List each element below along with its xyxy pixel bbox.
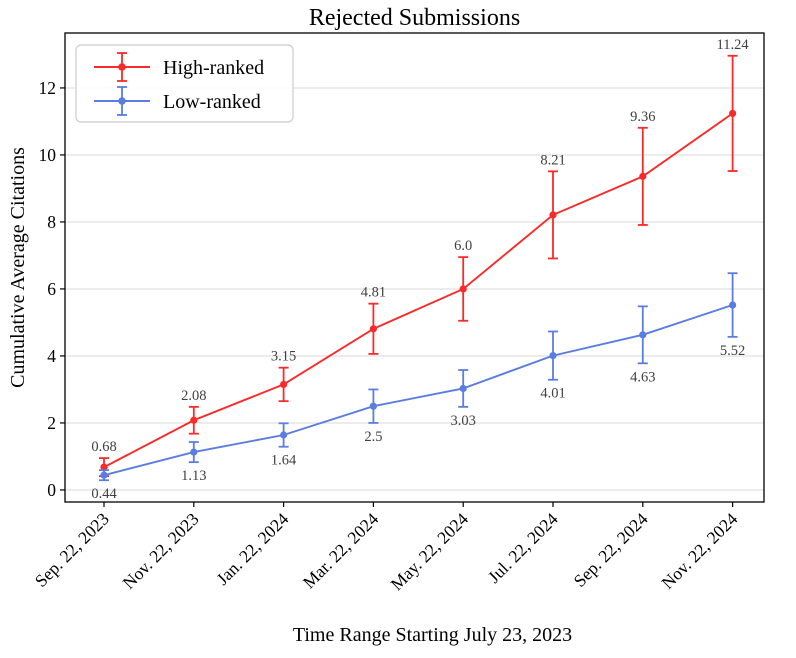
data-label: 5.52	[720, 343, 745, 359]
data-point	[100, 463, 108, 471]
data-point	[190, 416, 198, 424]
data-label: 2.5	[364, 429, 382, 445]
data-label: 6.0	[454, 238, 472, 254]
data-label: 1.13	[181, 468, 206, 484]
data-point	[459, 384, 467, 393]
data-point	[280, 431, 288, 439]
data-label: 2.08	[181, 388, 206, 404]
data-point	[369, 325, 377, 333]
data-point	[639, 331, 647, 339]
data-point	[100, 471, 108, 479]
chart-title: Rejected Submissions	[309, 5, 520, 31]
data-point	[639, 172, 647, 180]
legend-sample-marker	[118, 63, 126, 71]
data-point	[369, 402, 377, 410]
data-label: 1.64	[271, 453, 297, 469]
data-label: 4.81	[361, 285, 386, 301]
data-point	[549, 211, 557, 219]
data-label: 4.63	[630, 369, 655, 385]
legend-sample-marker	[118, 97, 126, 105]
series-line-low-ranked	[103, 304, 733, 477]
data-point	[280, 380, 288, 389]
series-line-high-ranked	[103, 112, 734, 469]
data-point	[729, 109, 737, 117]
data-point	[549, 352, 557, 360]
plot-border	[64, 32, 765, 503]
legend-label: Low-ranked	[163, 91, 261, 113]
data-label: 9.36	[630, 109, 655, 125]
y-tick-label: 4	[47, 346, 56, 366]
y-tick-label: 6	[47, 279, 56, 299]
data-point	[459, 285, 467, 293]
legend-label: High-ranked	[163, 57, 264, 79]
data-label: 8.21	[540, 152, 565, 168]
legend-box	[75, 44, 294, 123]
y-tick-label: 8	[47, 212, 56, 232]
data-label: 0.68	[91, 439, 116, 455]
y-tick-label: 2	[47, 413, 56, 433]
data-label: 11.24	[717, 37, 750, 53]
y-tick-label: 0	[47, 480, 56, 500]
data-label: 0.44	[91, 486, 117, 502]
data-label: 3.03	[451, 413, 476, 429]
y-tick-label: 12	[39, 78, 57, 98]
data-point	[729, 301, 737, 309]
y-axis-label: Cumulative Average Citations	[7, 147, 29, 388]
data-point	[190, 448, 198, 456]
y-tick-label: 10	[39, 145, 57, 165]
data-label: 4.01	[540, 386, 565, 402]
data-label: 3.15	[271, 349, 296, 365]
x-axis-label: Time Range Starting July 23, 2023	[293, 624, 572, 646]
